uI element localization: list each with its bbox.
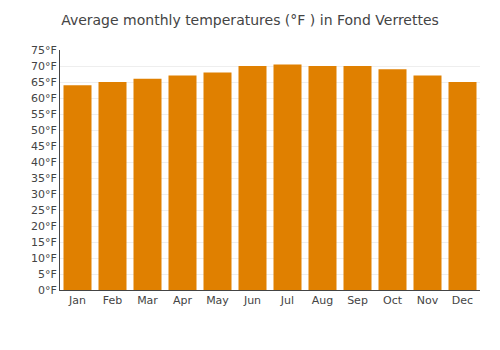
svg-text:Aug: Aug — [312, 294, 333, 307]
svg-text:Dec: Dec — [452, 294, 473, 307]
svg-text:Apr: Apr — [173, 294, 193, 307]
svg-text:Sep: Sep — [347, 294, 368, 307]
svg-text:5°F: 5°F — [38, 268, 57, 281]
svg-text:Jan: Jan — [68, 294, 86, 307]
svg-text:65°F: 65°F — [31, 76, 57, 89]
svg-text:Average monthly temperatures (: Average monthly temperatures (°F ) in Fo… — [61, 12, 439, 28]
svg-text:Jul: Jul — [280, 294, 294, 307]
svg-text:70°F: 70°F — [31, 60, 57, 73]
svg-text:40°F: 40°F — [31, 156, 57, 169]
svg-text:35°F: 35°F — [31, 172, 57, 185]
svg-text:30°F: 30°F — [31, 188, 57, 201]
svg-text:60°F: 60°F — [31, 92, 57, 105]
svg-text:Mar: Mar — [137, 294, 158, 307]
svg-text:Oct: Oct — [383, 294, 403, 307]
svg-text:45°F: 45°F — [31, 140, 57, 153]
svg-text:Nov: Nov — [417, 294, 439, 307]
svg-text:55°F: 55°F — [31, 108, 57, 121]
svg-text:10°F: 10°F — [31, 252, 57, 265]
svg-text:Jun: Jun — [243, 294, 261, 307]
svg-text:May: May — [206, 294, 229, 307]
svg-text:15°F: 15°F — [31, 236, 57, 249]
svg-text:Feb: Feb — [103, 294, 122, 307]
svg-text:50°F: 50°F — [31, 124, 57, 137]
svg-text:0°F: 0°F — [38, 284, 57, 297]
svg-text:25°F: 25°F — [31, 204, 57, 217]
svg-text:75°F: 75°F — [31, 44, 57, 57]
svg-text:20°F: 20°F — [31, 220, 57, 233]
